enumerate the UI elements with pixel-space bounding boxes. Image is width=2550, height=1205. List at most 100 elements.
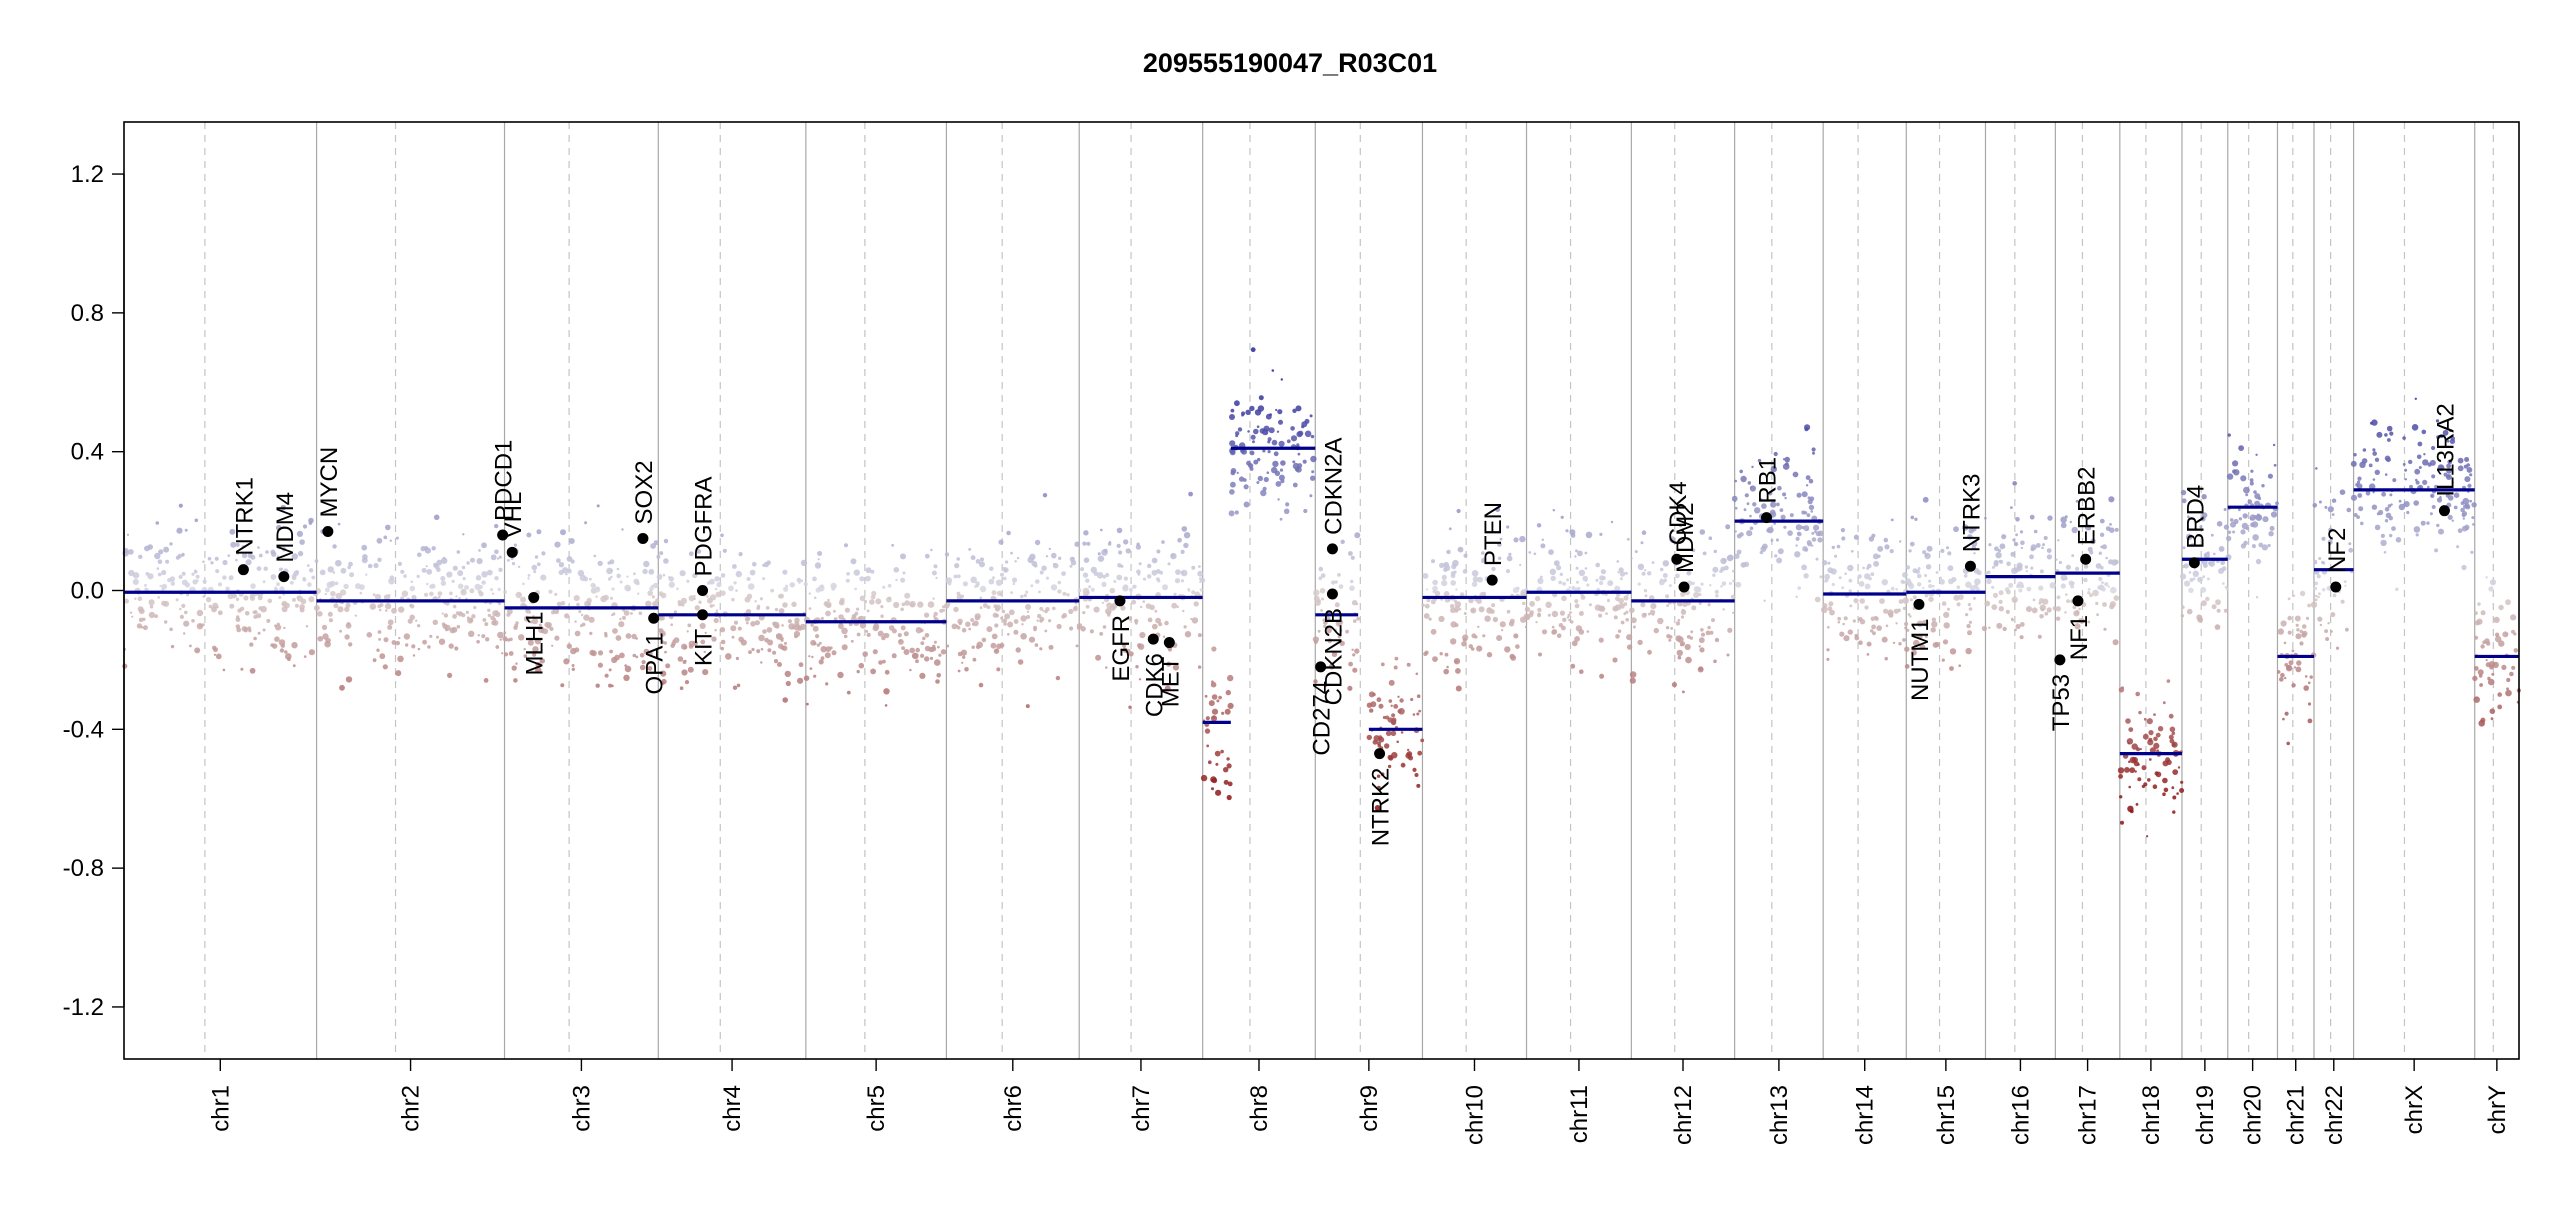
probe-point <box>1947 607 1950 611</box>
probe-point <box>2180 489 2187 496</box>
probe-point <box>1623 612 1627 616</box>
probe-point <box>715 609 719 612</box>
probe-point <box>217 582 223 587</box>
probe-point <box>433 514 440 521</box>
probe-point <box>1819 575 1823 579</box>
probe-point <box>2324 505 2328 509</box>
probe-point <box>688 640 695 647</box>
probe-point <box>2439 495 2442 499</box>
probe-point <box>279 648 285 653</box>
probe-point <box>473 605 477 610</box>
probe-point <box>1211 646 1217 652</box>
probe-point <box>2387 504 2392 508</box>
probe-point <box>1662 560 1670 567</box>
probe-point <box>1575 580 1579 584</box>
probe-point <box>1038 590 1041 594</box>
probe-point <box>854 587 857 591</box>
probe-point <box>1663 578 1667 583</box>
probe-point <box>2075 610 2080 615</box>
probe-point <box>1715 594 1719 598</box>
probe-point <box>2256 513 2260 517</box>
probe-point <box>2141 765 2147 771</box>
probe-point <box>2205 596 2210 602</box>
probe-point <box>395 536 399 540</box>
probe-point <box>1973 552 1976 555</box>
probe-point <box>903 631 909 637</box>
probe-point <box>1732 579 1735 583</box>
probe-point <box>193 570 198 574</box>
probe-point <box>1714 589 1719 594</box>
probe-point <box>1693 586 1700 593</box>
probe-point <box>1309 414 1313 418</box>
probe-point <box>909 600 916 608</box>
probe-point <box>706 595 709 598</box>
probe-point <box>1008 609 1015 616</box>
probe-point <box>841 627 848 635</box>
probe-point <box>1093 606 1100 613</box>
probe-point <box>2321 536 2326 541</box>
probe-point <box>1183 542 1189 549</box>
probe-point <box>2039 569 2044 574</box>
probe-point <box>1623 602 1628 606</box>
probe-point <box>673 610 678 614</box>
probe-point <box>1214 750 1221 757</box>
probe-point <box>2090 538 2096 545</box>
probe-point <box>532 652 537 657</box>
probe-point <box>535 666 542 674</box>
probe-point <box>554 635 560 641</box>
probe-point <box>693 594 696 598</box>
probe-point <box>2358 506 2364 512</box>
probe-point <box>541 551 546 556</box>
probe-point <box>904 592 911 599</box>
probe-point <box>1292 460 1296 464</box>
probe-point <box>1385 730 1392 737</box>
gene-point <box>1374 748 1386 760</box>
chromosome-label: chr4 <box>719 1085 746 1132</box>
probe-point <box>1223 779 1229 785</box>
probe-point <box>1562 617 1567 622</box>
probe-point <box>451 579 455 584</box>
probe-point <box>2229 518 2234 522</box>
probe-point <box>1450 638 1457 645</box>
probe-point <box>2064 515 2068 519</box>
probe-point <box>551 610 555 615</box>
probe-point <box>1567 613 1571 617</box>
probe-point <box>752 561 757 567</box>
probe-point <box>1566 616 1570 619</box>
probe-point <box>954 563 960 569</box>
probe-point <box>2422 479 2428 485</box>
probe-point <box>1353 619 1357 623</box>
probe-point <box>142 625 148 631</box>
probe-point <box>487 613 492 618</box>
probe-point <box>257 595 263 601</box>
probe-point <box>957 669 961 673</box>
probe-point <box>1934 641 1940 648</box>
probe-point <box>1968 607 1973 611</box>
probe-point <box>2485 662 2491 668</box>
probe-point <box>718 615 721 619</box>
gene-label: CDKN2B <box>1320 608 1347 705</box>
probe-point <box>747 583 755 590</box>
probe-point <box>1347 685 1353 691</box>
probe-point <box>1259 428 1266 434</box>
probe-point <box>502 636 508 642</box>
probe-point <box>1002 576 1007 581</box>
probe-point <box>2312 503 2318 508</box>
probe-point <box>1866 641 1872 647</box>
probe-point <box>324 640 331 648</box>
probe-point <box>1021 623 1024 626</box>
probe-point <box>324 587 330 593</box>
probe-point <box>1776 557 1783 564</box>
probe-point <box>677 656 684 662</box>
probe-point <box>1080 567 1085 572</box>
probe-point <box>422 639 427 645</box>
probe-point <box>1634 550 1638 554</box>
probe-point <box>179 614 184 620</box>
gene-label: CD274 <box>1309 681 1336 756</box>
gene-point <box>528 591 540 603</box>
probe-point <box>1407 748 1410 752</box>
probe-point <box>735 570 742 578</box>
probe-point <box>1478 606 1485 613</box>
probe-point <box>699 622 706 630</box>
probe-point <box>145 587 149 591</box>
